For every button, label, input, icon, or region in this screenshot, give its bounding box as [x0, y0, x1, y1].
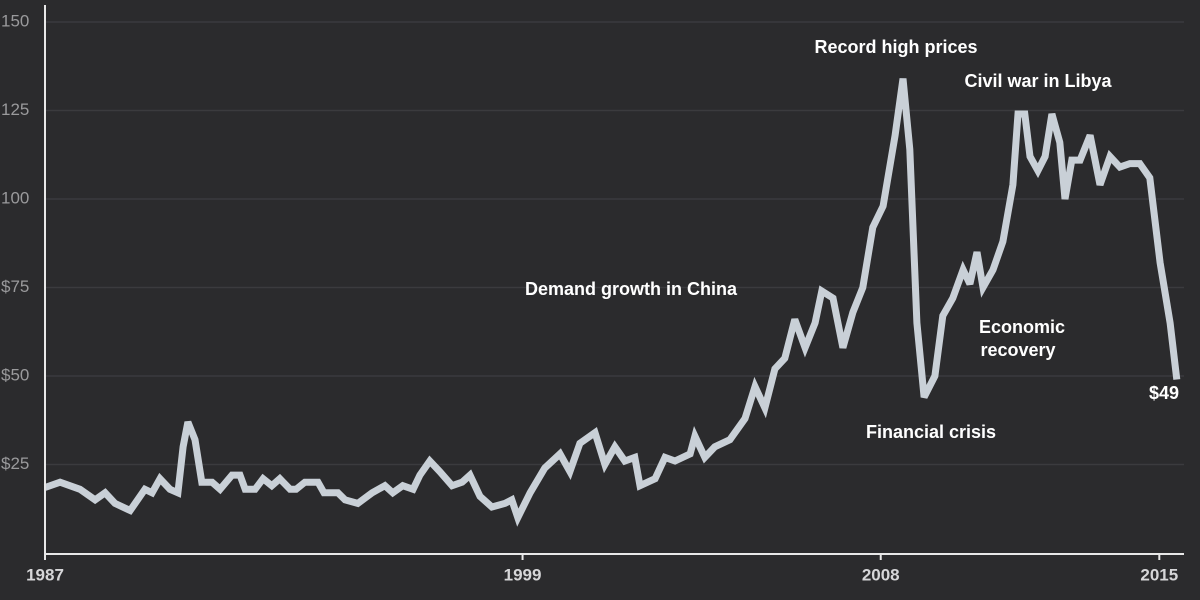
x-tick-label: 2015 [1140, 565, 1178, 584]
y-tick-label: 150 [1, 11, 29, 30]
annotation: Civil war in Libya [964, 71, 1112, 91]
y-tick-label: 125 [1, 100, 29, 119]
grid [45, 21, 1184, 466]
annotation: Record high prices [814, 37, 977, 57]
x-tick-label: 1999 [504, 565, 542, 584]
x-tick-label: 2008 [862, 565, 900, 584]
annotation: Financial crisis [866, 422, 996, 442]
annotation: Economic [979, 317, 1065, 337]
plot [43, 78, 1181, 527]
price-line [43, 78, 1181, 527]
y-tick-label: $50 [1, 365, 29, 384]
y-tick-label: $75 [1, 277, 29, 296]
y-tick-label: 100 [1, 188, 29, 207]
y-tick-label: $25 [1, 454, 29, 473]
annotation: recovery [980, 340, 1055, 360]
annotation: Demand growth in China [525, 279, 738, 299]
end-label: $49 [1149, 383, 1179, 403]
x-tick-label: 1987 [26, 565, 64, 584]
